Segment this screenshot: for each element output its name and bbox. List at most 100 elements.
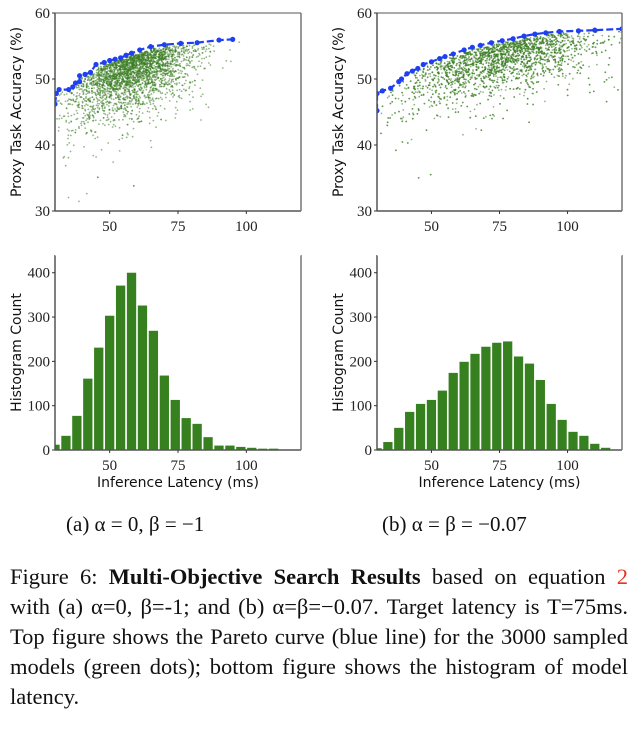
scatter-point [572,37,575,40]
scatter-point [56,117,58,120]
scatter-point [120,71,123,74]
scatter-point [142,65,145,67]
scatter-point [81,83,83,85]
scatter-point [96,102,99,105]
scatter-point [127,110,129,113]
scatter-point [126,77,128,80]
scatter-point [209,64,212,66]
scatter-point [550,73,553,75]
scatter-point [102,84,104,87]
scatter-point [489,56,491,59]
scatter-point [150,79,153,82]
scatter-point [116,62,119,64]
scatter-point [416,77,419,79]
scatter-point [403,87,406,89]
scatter-point [98,103,101,105]
scatter-point [138,88,141,91]
scatter-point [170,66,173,68]
scatter-point [109,120,112,123]
scatter-point [122,101,125,104]
scatter-point [189,81,192,84]
scatter-point [71,103,74,106]
scatter-point [135,83,138,86]
scatter-point [103,77,106,80]
scatter-point [448,71,451,74]
scatter-point [185,48,188,51]
scatter-point [91,96,94,99]
scatter-point [105,90,107,93]
scatter-point [118,84,120,87]
scatter-point [500,69,503,72]
scatter-point [165,87,168,90]
scatter-point [446,99,449,101]
scatter-point [68,142,71,144]
y-tick-label: 50 [35,72,50,88]
scatter-point [112,109,115,112]
scatter-point [133,55,135,58]
scatter-point [146,78,149,81]
scatter-point [111,77,114,80]
scatter-point [170,78,173,81]
scatter-point [178,53,181,55]
scatter-point [503,79,506,82]
scatter-point [419,87,422,90]
scatter-point [161,98,164,101]
scatter-point [194,84,196,86]
scatter-point [162,69,165,72]
scatter-point [406,142,409,144]
scatter-point [109,67,111,70]
scatter-point [120,106,122,108]
scatter-point [151,66,154,69]
scatter-point [472,55,475,57]
scatter-point [208,62,210,64]
scatter-point [122,61,125,63]
scatter-point [176,89,179,92]
scatter-point [451,83,454,85]
scatter-point [182,59,185,62]
scatter-point [568,83,571,86]
scatter-point [150,64,153,66]
scatter-point [130,77,133,79]
plot-area [377,26,622,179]
scatter-point [496,78,499,81]
scatter-point [85,100,88,102]
scatter-point [106,73,108,76]
scatter-point [157,111,160,114]
scatter-point [458,66,461,69]
scatter-point [193,67,196,70]
scatter-point [510,79,513,82]
scatter-point [533,75,535,78]
scatter-point [170,80,173,82]
scatter-point [146,59,148,62]
scatter-point [147,82,150,84]
scatter-point [78,200,80,203]
scatter-point [98,85,101,88]
scatter-point [493,44,496,46]
scatter-point [108,91,111,93]
scatter-point [426,91,429,94]
scatter-point [126,132,129,135]
scatter-point [117,78,120,80]
scatter-point [490,56,493,59]
scatter-point [402,109,405,111]
scatter-point [101,71,103,73]
scatter-point [168,79,170,82]
scatter-point [86,79,89,81]
scatter-point [143,55,145,58]
scatter-point [139,65,142,68]
scatter-point [175,112,177,115]
scatter-point [153,74,155,77]
scatter-point [146,110,149,113]
scatter-point [147,96,150,99]
scatter-point [118,150,121,152]
scatter-point [165,96,167,99]
pareto-point [56,86,62,93]
scatter-point [441,65,444,67]
scatter-point [109,85,112,88]
scatter-point [208,43,211,45]
scatter-point [82,92,85,95]
scatter-point [507,76,510,78]
scatter-point [433,117,436,120]
scatter-point [533,37,535,40]
scatter-point [167,67,169,69]
